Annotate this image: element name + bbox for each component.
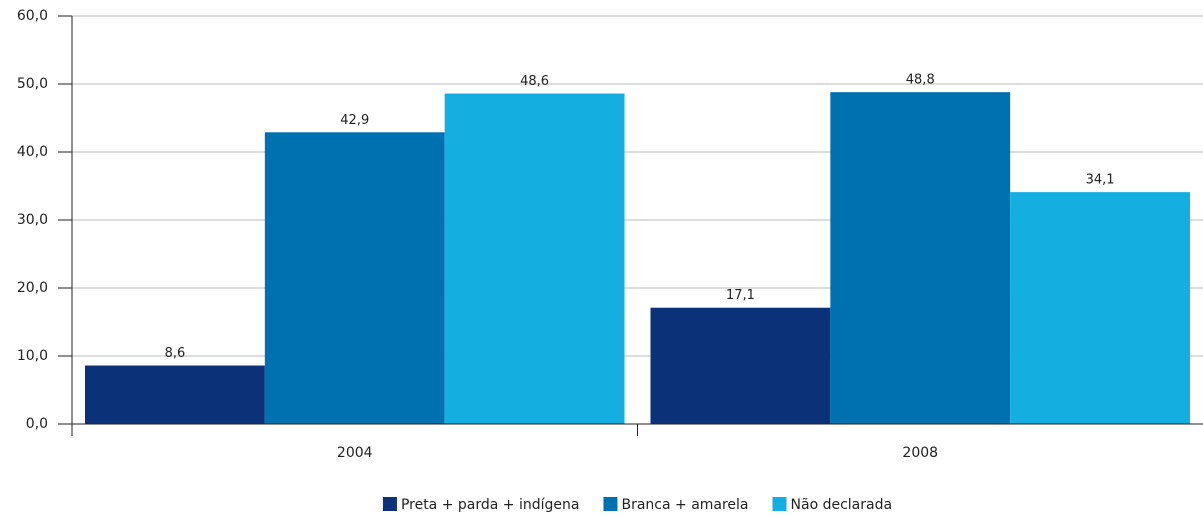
y-tick-label: 10,0: [17, 348, 48, 364]
legend-swatch: [772, 497, 787, 511]
y-tick-label: 0,0: [26, 416, 48, 432]
x-tick-label: 2004: [337, 445, 373, 461]
value-label: 34,1: [1086, 173, 1115, 188]
y-tick-label: 30,0: [17, 212, 48, 228]
legend-swatch: [603, 497, 618, 511]
legend-label: Preta + parda + indígena: [401, 497, 580, 513]
bar: [444, 93, 625, 425]
y-tick-label: 60,0: [17, 8, 48, 24]
y-tick-label: 40,0: [17, 144, 48, 160]
value-label: 42,9: [340, 113, 369, 128]
value-label: 48,8: [906, 73, 935, 88]
legend-swatch: [382, 497, 397, 511]
bar: [830, 92, 1011, 424]
y-tick-label: 20,0: [17, 280, 48, 296]
value-label: 8,6: [165, 346, 186, 361]
bar: [264, 132, 445, 424]
value-label: 17,1: [726, 288, 755, 303]
y-tick-label: 50,0: [17, 76, 48, 92]
bar: [85, 365, 265, 424]
bar: [650, 307, 831, 424]
x-tick-label: 2008: [902, 445, 938, 461]
bar: [1010, 192, 1190, 424]
legend-label: Não declarada: [791, 497, 893, 513]
value-label: 48,6: [520, 74, 549, 89]
legend-label: Branca + amarela: [621, 497, 748, 513]
